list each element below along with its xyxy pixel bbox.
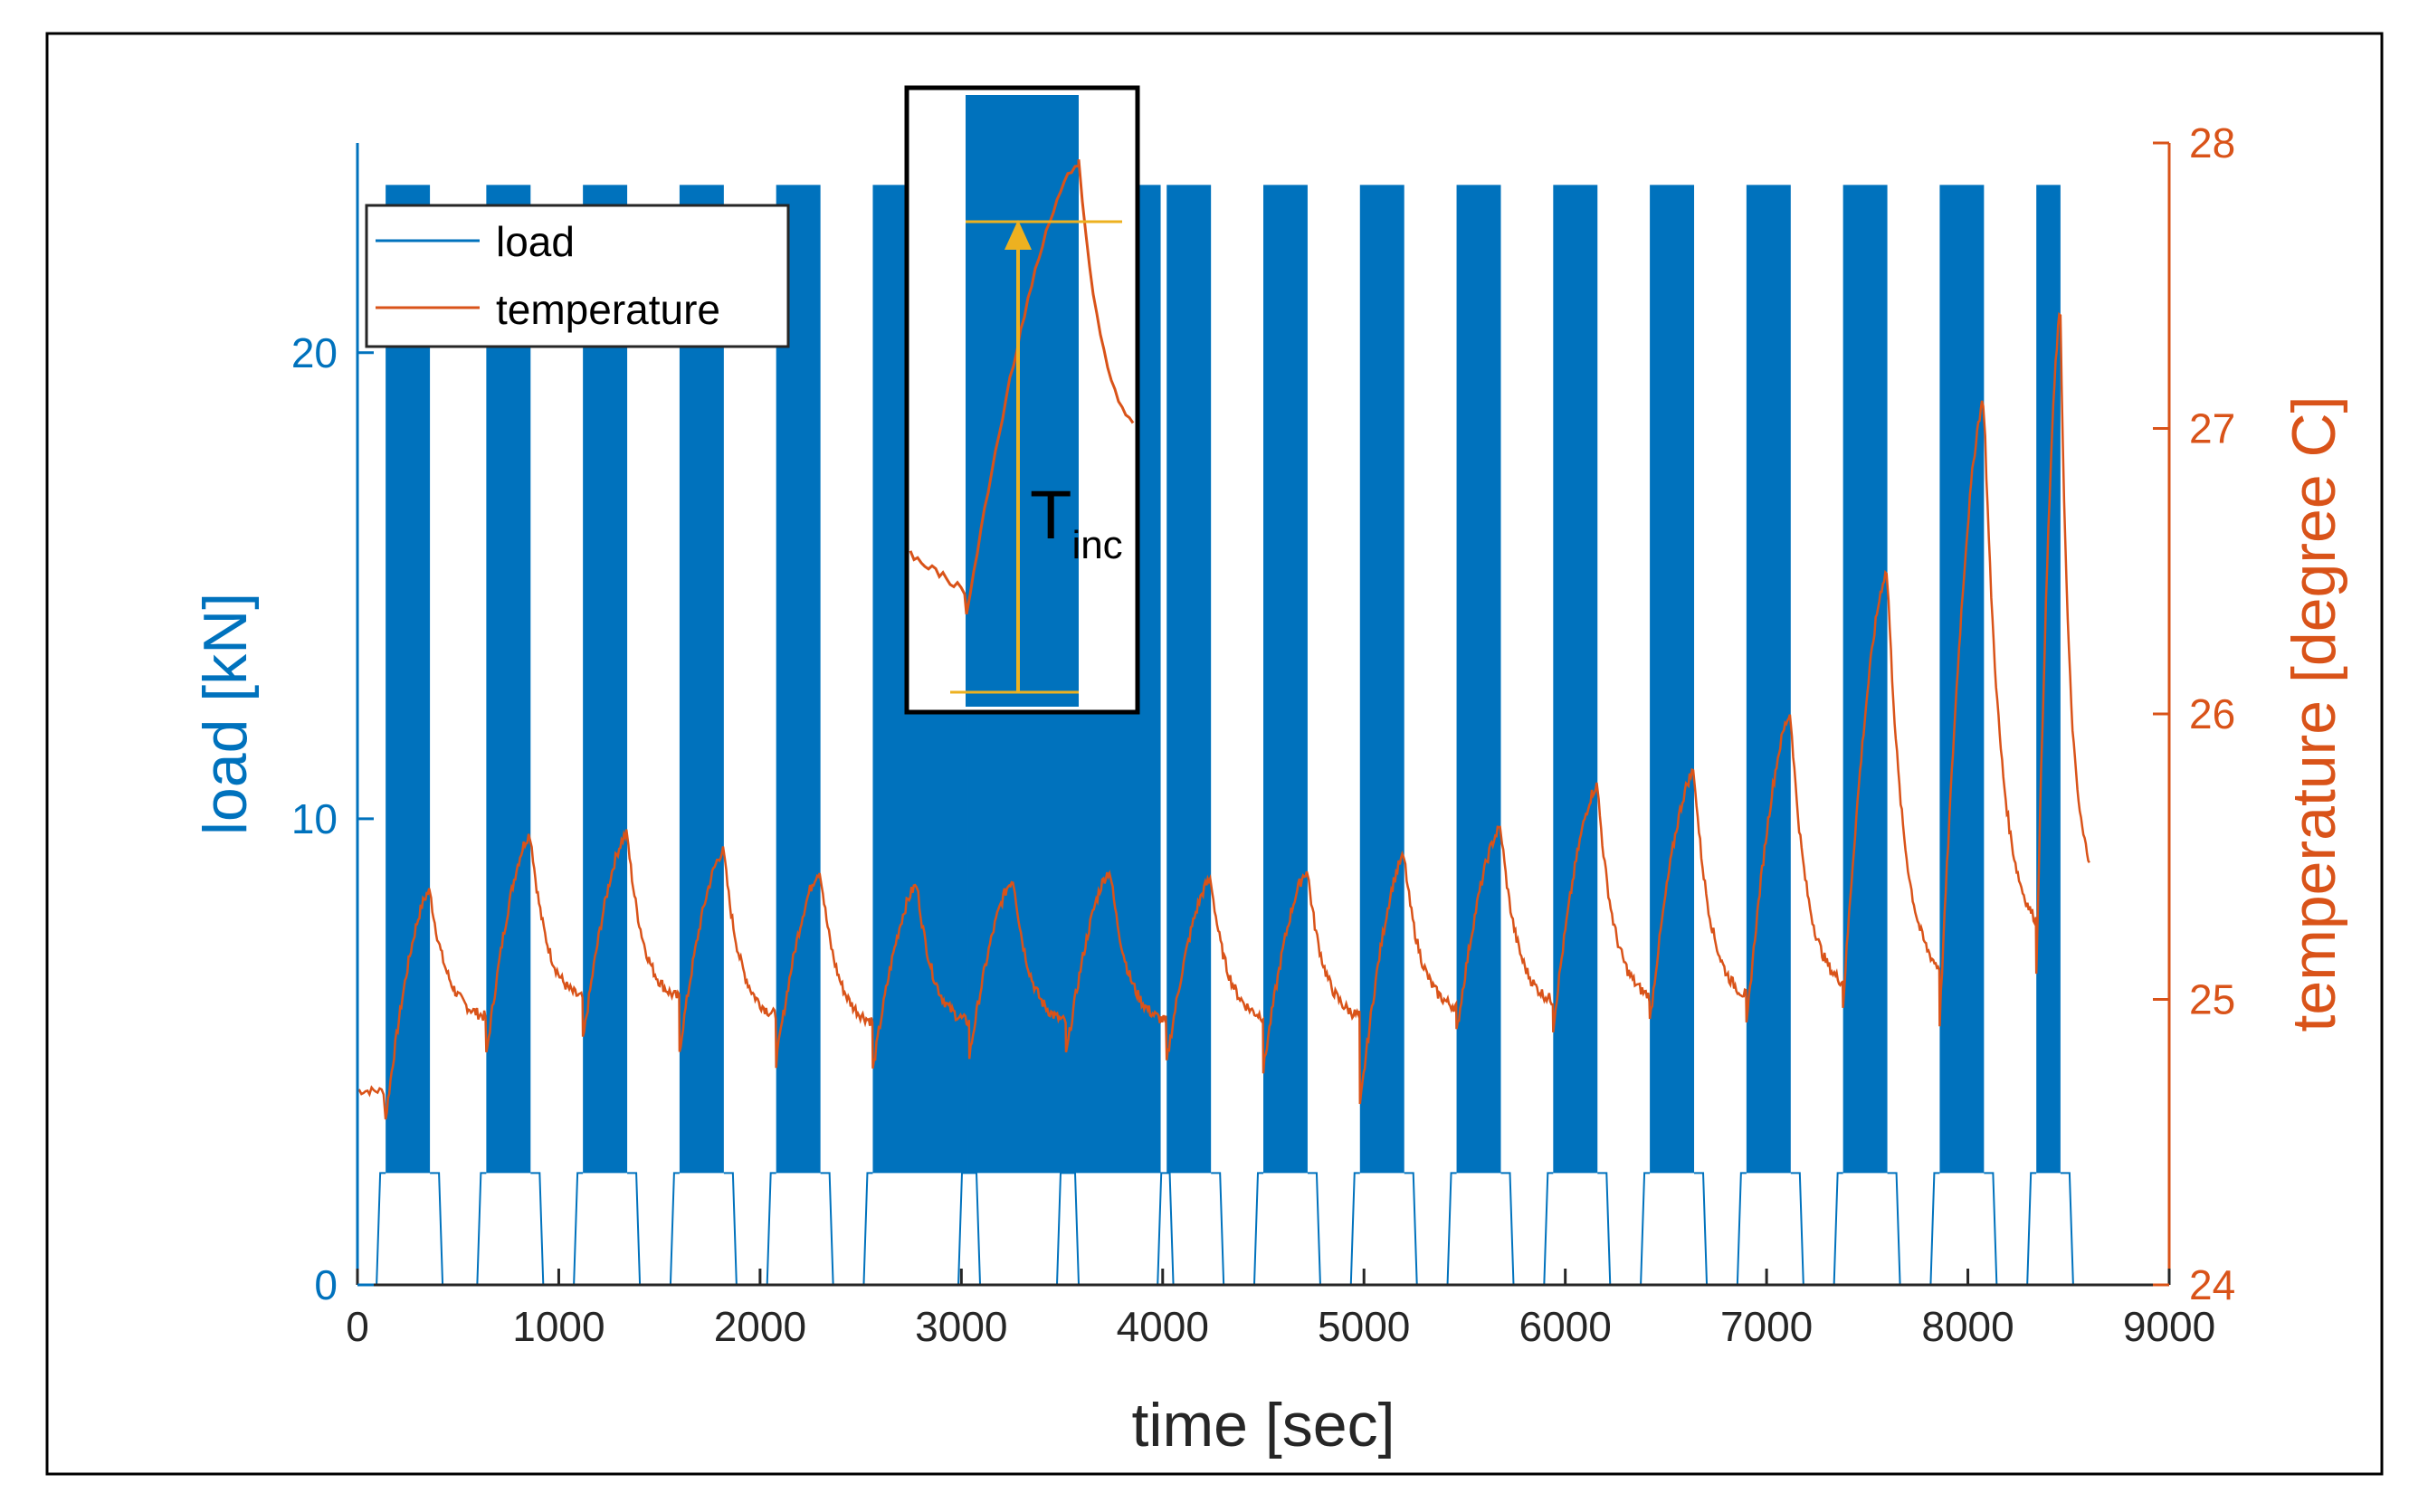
load-cycle-block-17 (1939, 185, 1985, 1174)
load-cycle-block-2 (486, 185, 531, 1174)
temperature-line (357, 311, 2090, 1120)
load-cycle-block-1 (386, 185, 431, 1174)
x-tick-label: 9000 (2123, 1303, 2215, 1350)
y-right-tick-label: 24 (2189, 1261, 2235, 1308)
y-left-tick-label: 20 (291, 329, 338, 376)
load-cycle-block-15 (1746, 185, 1791, 1174)
load-cycle-block-3 (583, 185, 628, 1174)
y-right-tick-label: 25 (2189, 976, 2235, 1023)
y-right-tick-label: 28 (2189, 119, 2235, 166)
zoom-inset: Tinc (904, 85, 1140, 715)
y-left-tick-label: 0 (314, 1261, 338, 1308)
x-tick-label: 8000 (1921, 1303, 2014, 1350)
legend-temperature-label: temperature (496, 286, 720, 333)
legend-load-label: load (496, 218, 575, 265)
ticks: 0 1000 2000 3000 4000 5000 6000 7000 8000 9000 0 10… (291, 119, 2235, 1350)
inset-load-block (966, 95, 1079, 707)
temperature-series (357, 311, 2090, 1120)
load-cycle-block-11 (1359, 185, 1404, 1174)
inset-t-inc-label: Tinc (1030, 477, 1123, 567)
x-tick-label: 0 (346, 1303, 369, 1350)
x-tick-label: 4000 (1117, 1303, 1209, 1350)
x-tick-label: 7000 (1720, 1303, 1813, 1350)
x-axis-label: time [sec] (1132, 1391, 1395, 1460)
y-right-tick-label: 26 (2189, 690, 2235, 737)
load-cycle-block-13 (1553, 185, 1598, 1174)
legend-box (365, 204, 790, 348)
x-tick-label: 2000 (714, 1303, 806, 1350)
x-tick-label: 1000 (512, 1303, 605, 1350)
load-cycle-block-4 (679, 185, 724, 1174)
y-left-tick-label: 10 (291, 795, 338, 842)
legend: load temperature (365, 204, 790, 348)
x-tick-label: 6000 (1519, 1303, 1611, 1350)
y-axis-label-left: load [kN] (191, 593, 260, 835)
x-tick-label: 3000 (915, 1303, 1007, 1350)
load-cycle-block-14 (1650, 185, 1695, 1174)
y-right-tick-label: 27 (2189, 405, 2235, 452)
inset-arrowhead (1005, 220, 1032, 250)
load-cycle-block-5 (776, 185, 821, 1174)
y-axis-label-right: temperature [degree C] (2280, 395, 2348, 1032)
inset-temperature-line (909, 159, 1135, 615)
load-cycle-block-12 (1456, 185, 1501, 1174)
x-tick-label: 5000 (1318, 1303, 1410, 1350)
load-cycle-block-9 (1166, 185, 1212, 1174)
load-cycle-block-16 (1842, 185, 1888, 1174)
